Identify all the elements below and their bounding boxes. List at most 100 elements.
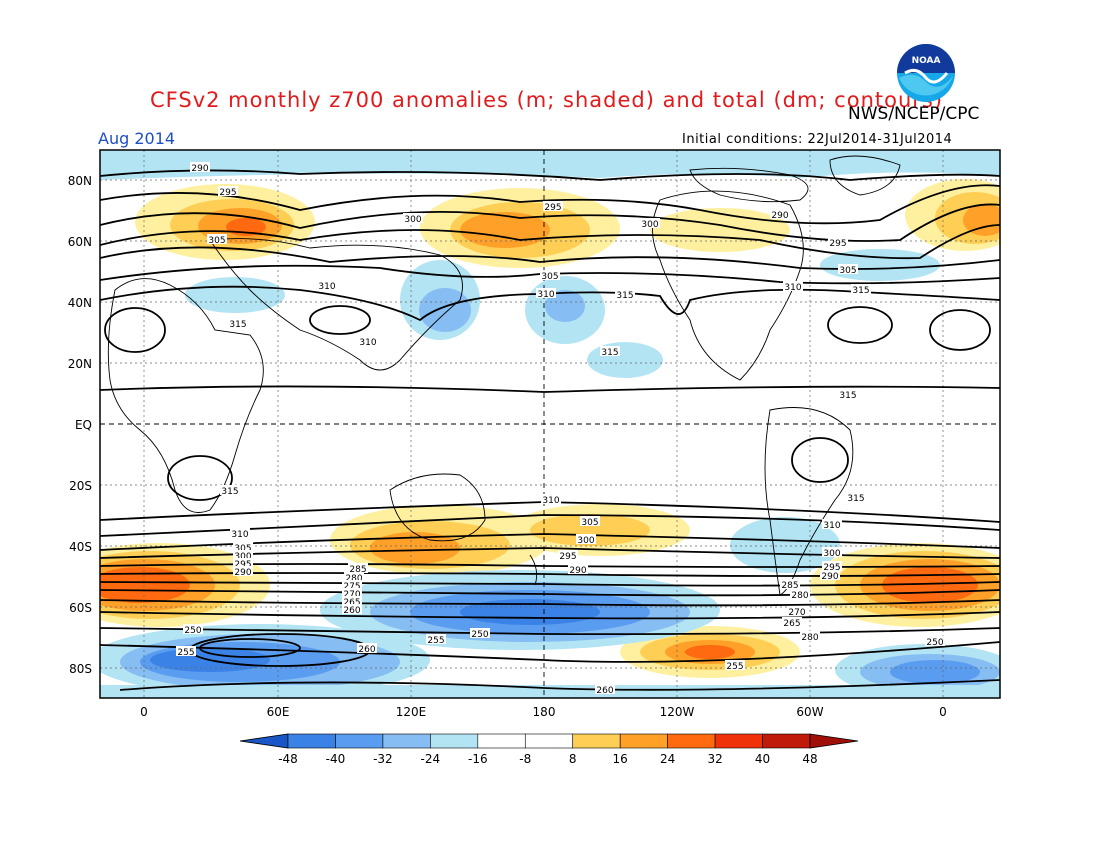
lat-label: 20N	[68, 357, 92, 371]
lon-label: 120W	[660, 705, 695, 719]
colorbar-cell	[287, 733, 336, 749]
lat-lon-grid	[100, 150, 1000, 698]
lat-label: 80N	[68, 174, 92, 188]
noaa-logo-icon: NOAA	[897, 44, 955, 102]
colorbar-cell	[572, 733, 621, 749]
svg-text:265: 265	[783, 619, 800, 629]
shaded-anomalies: 290 295 300 305 310 315 310 295 300 305 …	[100, 150, 1000, 698]
colorbar-tick-label: 48	[802, 752, 817, 766]
chart-title: CFSv2 monthly z700 anomalies (m; shaded)…	[150, 88, 944, 112]
svg-text:315: 315	[221, 487, 238, 497]
svg-text:280: 280	[791, 591, 808, 601]
svg-text:295: 295	[219, 188, 236, 198]
svg-text:290: 290	[771, 211, 788, 221]
svg-text:310: 310	[784, 283, 801, 293]
equator-dateline	[100, 150, 1000, 698]
lat-label: 60N	[68, 235, 92, 249]
svg-text:290: 290	[234, 568, 251, 578]
svg-text:310: 310	[318, 282, 335, 292]
colorbar-tick-label: 16	[613, 752, 628, 766]
lat-label: EQ	[75, 418, 92, 432]
svg-text:285: 285	[349, 565, 366, 575]
svg-text:290: 290	[191, 164, 208, 174]
colorbar-tick-label: 40	[755, 752, 770, 766]
lat-label: 80S	[69, 662, 92, 676]
colorbar-cell	[762, 733, 811, 749]
colorbar-tick-label: -16	[468, 752, 488, 766]
svg-text:255: 255	[177, 648, 194, 658]
lon-label: 0	[140, 705, 148, 719]
latitude-labels: 80N 60N 40N 20N EQ 20S 40S 60S 80S	[68, 174, 92, 676]
colorbar-tick-label: -8	[519, 752, 531, 766]
lon-label: 60E	[267, 705, 290, 719]
svg-text:295: 295	[559, 552, 576, 562]
svg-text:295: 295	[823, 563, 840, 573]
svg-text:255: 255	[726, 662, 743, 672]
svg-text:315: 315	[852, 286, 869, 296]
svg-text:290: 290	[569, 566, 586, 576]
svg-text:310: 310	[542, 496, 559, 506]
lon-label: 0	[939, 705, 947, 719]
svg-text:260: 260	[596, 686, 613, 696]
svg-text:315: 315	[847, 494, 864, 504]
svg-text:275: 275	[343, 582, 360, 592]
forecast-month: Aug 2014	[98, 129, 176, 148]
svg-text:270: 270	[343, 590, 360, 600]
svg-text:300: 300	[823, 549, 840, 559]
svg-text:280: 280	[801, 633, 818, 643]
lat-label: 60S	[69, 601, 92, 615]
lat-label: 40N	[68, 296, 92, 310]
colorbar-tick-label: 32	[707, 752, 722, 766]
colorbar-cell	[619, 733, 668, 749]
colorbar-cell	[667, 733, 716, 749]
lat-label: 20S	[69, 479, 92, 493]
svg-text:305: 305	[581, 518, 598, 528]
svg-text:295: 295	[544, 203, 561, 213]
svg-text:250: 250	[926, 638, 943, 648]
svg-text:280: 280	[345, 574, 362, 584]
svg-text:300: 300	[577, 536, 594, 546]
lon-label: 120E	[396, 705, 427, 719]
colorbar-tick-label: -40	[326, 752, 346, 766]
svg-text:260: 260	[343, 606, 360, 616]
lon-label: 180	[533, 705, 556, 719]
map-frame	[99, 149, 1001, 699]
svg-text:315: 315	[601, 348, 618, 358]
svg-text:305: 305	[839, 266, 856, 276]
svg-text:310: 310	[823, 521, 840, 531]
svg-text:305: 305	[234, 544, 251, 554]
svg-text:255: 255	[427, 636, 444, 646]
svg-text:315: 315	[616, 291, 633, 301]
colorbar-cell	[335, 733, 384, 749]
colorbar-right-arrow	[809, 733, 859, 749]
colorbar-cell	[477, 733, 526, 749]
lat-label: 40S	[69, 540, 92, 554]
svg-text:310: 310	[537, 290, 554, 300]
contour-labels: 290 295 300 305 310 315 310 295 300 305 …	[176, 162, 945, 696]
svg-text:305: 305	[208, 236, 225, 246]
colorbar-cell	[714, 733, 763, 749]
colorbar-cell	[524, 733, 574, 749]
svg-text:285: 285	[781, 581, 798, 591]
height-contours	[100, 169, 1000, 691]
lon-label: 60W	[796, 705, 823, 719]
colorbar: -48 -40 -32 -24 -16 -8 8 16 24 32 40 48	[239, 733, 859, 766]
svg-text:295: 295	[234, 560, 251, 570]
colorbar-cell	[382, 733, 431, 749]
svg-text:315: 315	[839, 391, 856, 401]
organization-label: NWS/NCEP/CPC	[848, 104, 980, 124]
svg-text:250: 250	[471, 630, 488, 640]
colorbar-tick-label: 8	[569, 752, 577, 766]
svg-text:265: 265	[343, 598, 360, 608]
colorbar-left-arrow	[239, 733, 289, 749]
svg-text:305: 305	[541, 272, 558, 282]
longitude-labels: 0 60E 120E 180 120W 60W 0	[140, 705, 947, 719]
svg-text:290: 290	[821, 572, 838, 582]
svg-text:300: 300	[404, 215, 421, 225]
svg-text:300: 300	[234, 552, 251, 562]
colorbar-tick-label: -48	[278, 752, 298, 766]
svg-text:310: 310	[231, 530, 248, 540]
colorbar-tick-label: -24	[421, 752, 441, 766]
svg-text:260: 260	[358, 645, 375, 655]
